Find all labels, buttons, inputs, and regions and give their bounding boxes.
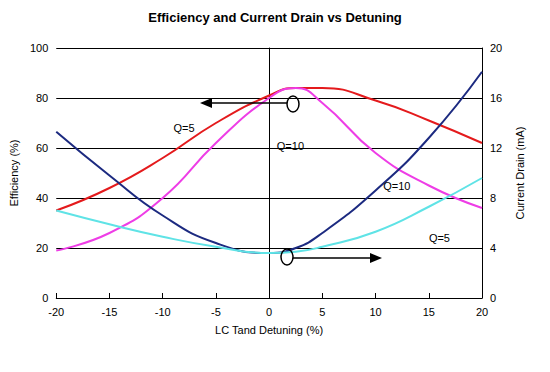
svg-text:-20: -20 [48, 306, 64, 318]
svg-text:16: 16 [490, 92, 502, 104]
svg-text:Efficiency and Current Drain v: Efficiency and Current Drain vs Detuning [148, 10, 402, 25]
svg-text:20: 20 [476, 306, 488, 318]
svg-text:5: 5 [319, 306, 325, 318]
svg-text:20: 20 [490, 42, 502, 54]
svg-text:40: 40 [36, 192, 48, 204]
svg-text:8: 8 [490, 192, 496, 204]
svg-text:Current Drain (mA): Current Drain (mA) [514, 127, 526, 220]
svg-text:Q=5: Q=5 [429, 232, 450, 244]
svg-text:100: 100 [30, 42, 48, 54]
svg-text:Q=5: Q=5 [173, 122, 194, 134]
svg-text:20: 20 [36, 242, 48, 254]
svg-text:10: 10 [369, 306, 381, 318]
svg-text:60: 60 [36, 142, 48, 154]
svg-text:15: 15 [423, 306, 435, 318]
svg-text:Efficiency (%): Efficiency (%) [8, 139, 20, 206]
svg-text:80: 80 [36, 92, 48, 104]
svg-text:Q=10: Q=10 [277, 140, 304, 152]
svg-text:-15: -15 [102, 306, 118, 318]
svg-text:-5: -5 [211, 306, 221, 318]
svg-text:4: 4 [490, 242, 496, 254]
svg-text:0: 0 [42, 292, 48, 304]
svg-text:0: 0 [266, 306, 272, 318]
svg-text:Q=10: Q=10 [383, 180, 410, 192]
svg-text:0: 0 [490, 292, 496, 304]
svg-text:-10: -10 [155, 306, 171, 318]
svg-text:12: 12 [490, 142, 502, 154]
svg-text:LC Tand Detuning (%): LC Tand Detuning (%) [215, 324, 323, 336]
